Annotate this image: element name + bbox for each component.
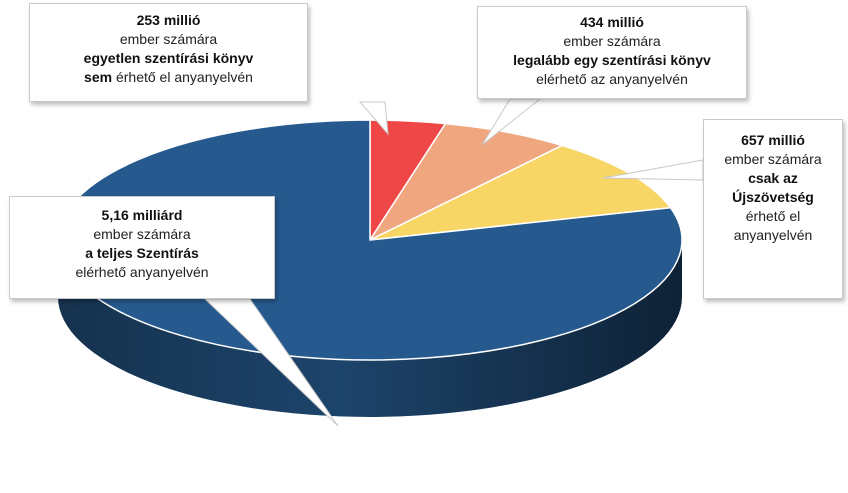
callout-red-line4-bold: sem	[84, 69, 113, 85]
callout-yellow-line6: anyanyelvén	[733, 227, 813, 243]
callout-blue-value: 5,16 milliárd	[101, 207, 183, 223]
callout-blue-line4: elérhető anyanyelvén	[75, 264, 209, 280]
callout-peach-pointer	[481, 98, 542, 146]
callout-red-line4: sem érhető el anyanyelvén	[30, 68, 307, 87]
callout-peach-line3: legalább egy szentírási könyv	[513, 52, 711, 68]
callout-peach-value: 434 millió	[580, 14, 644, 30]
callout-yellow-line2: ember számára	[724, 151, 822, 167]
callout-blue-pointer	[203, 298, 339, 427]
callout-red-pointer	[358, 101, 389, 136]
callout-red-line3: egyetlen szentírási könyv	[83, 50, 254, 66]
callout-yellow-line3: csak az	[748, 170, 798, 186]
callout-5-16-milliard: 5,16 milliárd ember számára a teljes Sze…	[9, 196, 275, 299]
callout-red-line4-rest: érhető el anyanyelvén	[112, 69, 253, 85]
callout-253-millio: 253 millió ember számára egyetlen szentí…	[29, 3, 308, 102]
callout-peach-line2: ember számára	[563, 33, 661, 49]
slice-434-millio	[369, 122, 563, 241]
callout-657-millio: 657 millió ember számára csak az Újszöve…	[703, 119, 843, 299]
callout-blue-line2: ember számára	[93, 226, 191, 242]
callout-red-value: 253 millió	[136, 12, 201, 28]
slice-5-16-milliard-side	[58, 240, 682, 417]
callout-yellow-value: 657 millió	[741, 132, 805, 148]
callout-peach-line4: elérhető az anyanyelvén	[536, 71, 688, 87]
callout-blue-line3: a teljes Szentírás	[85, 245, 199, 261]
callout-yellow-line4: Újszövetség	[732, 189, 814, 205]
callout-yellow-line5: érhető el	[745, 208, 801, 224]
callout-red-line2: ember számára	[119, 31, 218, 47]
callout-434-millio: 434 millió ember számára legalább egy sz…	[477, 6, 747, 99]
